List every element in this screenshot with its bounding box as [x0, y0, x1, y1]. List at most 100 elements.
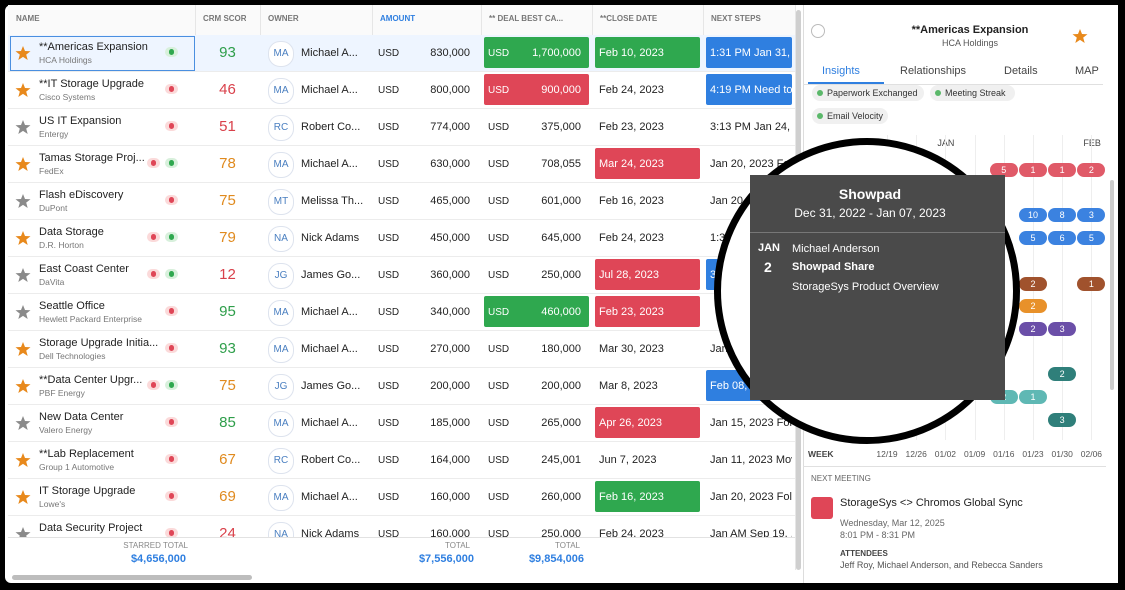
star-toggle[interactable] [15, 341, 31, 357]
activity-pill[interactable]: 2 [1019, 299, 1047, 314]
close-date: Jun 7, 2023 [599, 454, 657, 466]
amount: 830,000 [430, 47, 470, 59]
table-row[interactable] [8, 183, 795, 220]
activity-pill[interactable]: 3 [1077, 208, 1106, 223]
star-toggle[interactable] [15, 452, 31, 468]
chip-label: Paperwork Exchanged [827, 88, 918, 98]
close-button[interactable] [811, 24, 825, 38]
best-currency: USD [488, 307, 510, 318]
activity-pill[interactable]: 2 [1077, 163, 1106, 177]
currency: USD [378, 233, 400, 244]
activity-pill[interactable]: 3 [1048, 321, 1077, 336]
company-name: Group 1 Automotive [39, 462, 115, 472]
star-toggle[interactable] [15, 415, 31, 431]
star-toggle[interactable] [15, 193, 31, 209]
star-shape [15, 120, 31, 134]
star-shape [15, 194, 31, 208]
panel-tab[interactable]: Insights [822, 65, 860, 77]
star-toggle[interactable] [15, 119, 31, 135]
best-currency: USD [488, 48, 510, 59]
next-steps: 4:19 PM Need to [710, 84, 792, 96]
activity-pill[interactable]: 2 [1048, 367, 1077, 382]
column-header[interactable]: **CLOSE DATE [600, 14, 658, 23]
owner-name: Melissa Th... [301, 195, 364, 207]
week-label: 01/16 [993, 449, 1015, 459]
column-header[interactable]: AMOUNT [380, 14, 416, 23]
owner-avatar: MA [268, 300, 294, 326]
badge-dot [151, 382, 156, 388]
currency: USD [378, 122, 400, 133]
activity-pill[interactable]: 5 [1077, 231, 1106, 246]
best-amount: 601,000 [541, 195, 581, 207]
deal-name: Data Storage [39, 226, 104, 238]
owner-avatar: JG [268, 374, 294, 400]
owner-avatar: MA [268, 78, 294, 104]
owner-name: Michael A... [301, 417, 358, 429]
selected-cell [10, 36, 195, 71]
activity-pill[interactable]: 1 [1048, 163, 1077, 177]
table-row[interactable] [8, 72, 795, 109]
insight-chip[interactable] [930, 85, 1015, 101]
column-header[interactable]: CRM SCORE [203, 14, 246, 23]
currency: USD [378, 307, 400, 318]
star-toggle[interactable] [15, 526, 31, 542]
activity-pill[interactable]: 2 [1019, 321, 1047, 336]
amount: 630,000 [430, 158, 470, 170]
column-header[interactable]: NEXT STEPS [711, 14, 761, 23]
currency: USD [378, 492, 400, 503]
activity-pill[interactable]: 6 [1048, 231, 1077, 246]
horizontal-scrollbar[interactable] [12, 575, 252, 580]
activity-pill[interactable]: 1 [1019, 390, 1047, 404]
activity-pill[interactable]: 2 [1019, 276, 1047, 291]
activity-pill[interactable]: 1 [1077, 276, 1106, 291]
column-header[interactable]: ** DEAL BEST CA... [489, 14, 564, 23]
star-toggle[interactable] [15, 156, 31, 172]
star-toggle[interactable] [15, 82, 31, 98]
panel-tab[interactable]: Relationships [900, 65, 967, 77]
tab-underline [808, 82, 884, 84]
panel-scrollbar[interactable] [1110, 180, 1114, 390]
activity-pill[interactable]: 5 [1019, 231, 1047, 246]
column-header[interactable]: OWNER [268, 14, 299, 23]
close-date: Apr 26, 2023 [599, 417, 662, 429]
insight-chip[interactable] [812, 85, 924, 101]
currency: USD [378, 529, 400, 540]
badge-dot [169, 493, 174, 499]
week-label: 12/26 [905, 449, 927, 459]
week-axis-label: WEEK [808, 449, 834, 459]
column-header[interactable]: NAME [16, 14, 40, 23]
table-row[interactable] [8, 331, 795, 368]
star-toggle[interactable] [15, 45, 31, 61]
star-toggle[interactable] [15, 304, 31, 320]
star-toggle[interactable] [15, 230, 31, 246]
star-shape [15, 305, 31, 319]
crm-score: 46 [219, 81, 236, 98]
deal-name: Flash eDiscovery [39, 189, 124, 201]
insight-chip[interactable] [812, 108, 888, 124]
week-label: 01/09 [963, 449, 986, 459]
activity-pill[interactable]: 5 [989, 163, 1018, 177]
star-toggle[interactable] [15, 267, 31, 283]
footer-total: $7,556,000 [418, 553, 474, 565]
best-amount: 375,000 [541, 121, 581, 133]
favorite-toggle[interactable] [1072, 28, 1088, 44]
activity-pill[interactable]: 1 [1019, 163, 1047, 177]
activity-pill[interactable]: 10 [1019, 208, 1047, 223]
star-toggle[interactable] [15, 378, 31, 394]
badge-dot [151, 160, 156, 166]
panel-tab[interactable]: Details [1004, 65, 1038, 77]
table-row[interactable] [8, 109, 795, 146]
next-steps: Jan 15, 2023 Foll... [710, 417, 792, 429]
panel-tab[interactable]: MAP [1075, 65, 1099, 77]
section-divider [803, 466, 1106, 467]
owner-name: Robert Co... [301, 454, 361, 466]
activity-pill[interactable]: 3 [1048, 412, 1077, 427]
deal-name: **Data Center Upgr... [39, 374, 143, 386]
table-row[interactable] [8, 368, 795, 405]
table-row[interactable] [8, 442, 795, 479]
star-toggle[interactable] [15, 489, 31, 505]
table-row[interactable] [8, 220, 795, 257]
activity-pill[interactable]: 8 [1048, 208, 1077, 223]
company-name: DuPont [39, 203, 68, 213]
chip-dot [817, 90, 823, 96]
